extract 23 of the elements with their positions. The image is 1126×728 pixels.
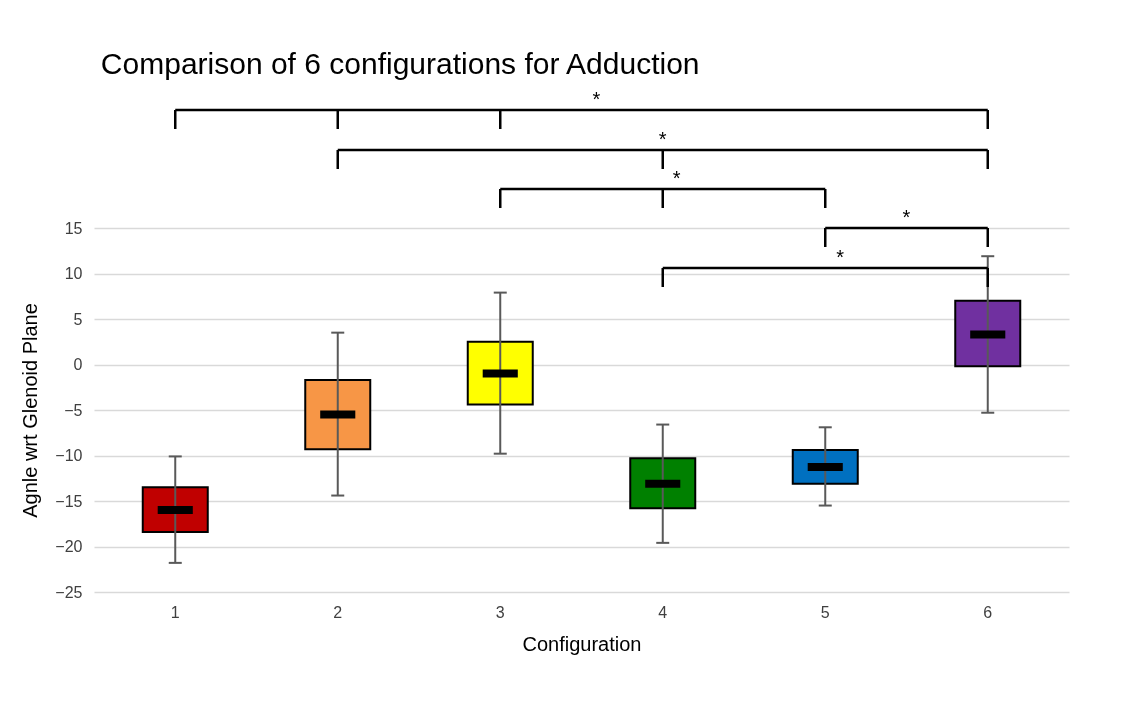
x-axis-title: Configuration [522, 632, 642, 655]
text: * [672, 167, 681, 189]
x-tick-label: 2 [333, 603, 343, 621]
x-tick-label: 1 [170, 603, 180, 621]
y-tick-label: −10 [55, 447, 83, 464]
x-tick-label: 4 [658, 603, 668, 621]
y-tick-label: 0 [73, 356, 83, 373]
y-tick-label: 15 [64, 219, 83, 237]
x-tick-label: 5 [820, 603, 830, 621]
chart-title: Comparison of 6 configurations for Adduction [100, 47, 700, 80]
annotation: * [836, 246, 845, 268]
x-tick-label: 3 [495, 603, 505, 621]
y-tick-label: −5 [64, 401, 83, 419]
y-tick-label: 5 [73, 310, 83, 328]
y-tick-label: −15 [55, 492, 83, 510]
text: * [658, 128, 667, 150]
text: * [592, 88, 601, 110]
x-tick-label: 6 [983, 603, 993, 621]
y-tick-label: −20 [55, 538, 83, 555]
text: * [902, 206, 911, 228]
y-axis-title: Agnle wrt Glenoid Plane [19, 303, 42, 518]
y-tick-label: −25 [55, 583, 83, 601]
y-tick-label: 10 [64, 265, 83, 282]
